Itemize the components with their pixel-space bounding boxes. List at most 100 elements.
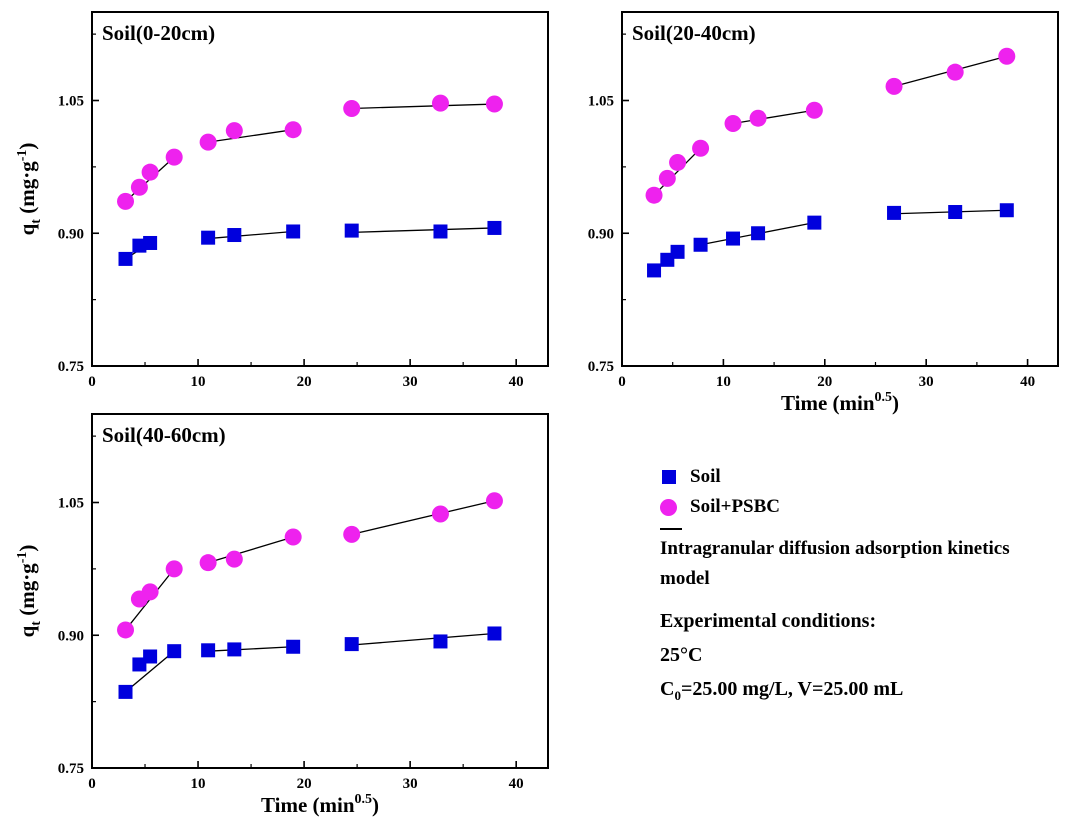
y-tick-label: 0.90 xyxy=(58,226,84,242)
data-point-soil xyxy=(487,220,502,235)
panel-label: Soil(20-40cm) xyxy=(632,21,756,45)
x-tick-label: 0 xyxy=(618,374,626,390)
fit-line xyxy=(732,109,815,125)
data-point-soil-psbc xyxy=(658,169,676,187)
x-tick-label: 30 xyxy=(403,374,418,390)
conditions-temperature: 25°C xyxy=(660,644,703,666)
x-tick-label: 20 xyxy=(297,776,312,792)
x-axis-title: Time (min0.5) xyxy=(781,390,899,415)
data-point-soil-psbc xyxy=(998,47,1016,65)
data-point-soil-psbc xyxy=(692,139,710,157)
fit-line xyxy=(208,129,294,143)
x-tick-label: 40 xyxy=(509,776,524,792)
data-point-soil xyxy=(344,223,359,238)
data-point-soil xyxy=(887,205,902,220)
data-point-soil xyxy=(227,228,242,243)
data-point-soil-psbc xyxy=(165,148,183,166)
legend-psbc-marker xyxy=(660,498,677,516)
y-tick-label: 0.75 xyxy=(58,761,84,777)
data-point-soil-psbc xyxy=(485,492,503,510)
fit-line xyxy=(207,536,294,564)
data-point-soil-psbc xyxy=(805,101,823,119)
x-tick-label: 10 xyxy=(191,776,206,792)
data-point-soil-psbc xyxy=(141,583,159,601)
legend-model-line xyxy=(660,528,682,530)
data-point-soil-psbc xyxy=(669,153,687,171)
data-point-soil xyxy=(118,251,133,266)
legend-psbc-label: Soil+PSBC xyxy=(690,496,781,517)
x-tick-label: 30 xyxy=(919,374,934,390)
data-point-soil xyxy=(948,205,963,220)
data-point-soil-psbc xyxy=(225,550,243,568)
data-point-soil xyxy=(286,639,301,654)
conditions-title: Experimental conditions: xyxy=(660,610,877,632)
data-point-soil-psbc xyxy=(343,525,361,543)
plot-frame xyxy=(621,11,1059,367)
data-point-soil xyxy=(670,244,685,259)
legend-model-line-row xyxy=(660,522,1060,536)
data-point-soil xyxy=(201,230,216,245)
y-tick-label: 0.75 xyxy=(58,359,84,375)
data-point-soil xyxy=(344,637,359,652)
data-point-soil xyxy=(143,649,158,664)
data-point-soil xyxy=(143,235,158,250)
y-tick-label: 0.90 xyxy=(58,628,84,644)
data-point-soil-psbc xyxy=(946,63,964,81)
data-point-soil xyxy=(132,657,147,672)
x-tick-label: 10 xyxy=(716,374,731,390)
x-tick-label: 20 xyxy=(817,374,832,390)
x-tick-label: 30 xyxy=(403,776,418,792)
data-point-soil xyxy=(647,263,662,278)
fit-line xyxy=(351,632,495,646)
data-point-soil-psbc xyxy=(284,528,302,546)
data-point-soil xyxy=(693,237,708,252)
data-point-soil-psbc xyxy=(645,186,663,204)
panel-label: Soil(0-20cm) xyxy=(102,21,215,45)
fit-line xyxy=(351,103,495,110)
data-point-soil xyxy=(167,644,182,659)
y-tick-label: 0.90 xyxy=(588,226,614,242)
legend: Soil Soil+PSBC Intragranular diffusion a… xyxy=(660,462,1060,713)
data-point-soil xyxy=(227,642,242,657)
data-point-soil xyxy=(726,231,741,246)
fit-line xyxy=(653,147,702,196)
data-point-soil-psbc xyxy=(117,192,135,210)
plot-frame xyxy=(91,11,549,367)
x-tick-label: 40 xyxy=(509,374,524,390)
x-tick-label: 0 xyxy=(88,776,96,792)
legend-psbc: Soil+PSBC xyxy=(660,492,1060,522)
legend-soil-marker xyxy=(662,470,676,484)
data-point-soil xyxy=(201,643,216,658)
y-tick-label: 1.05 xyxy=(58,496,84,512)
legend-soil-label: Soil xyxy=(690,466,721,487)
fit-line xyxy=(208,646,294,652)
fit-line xyxy=(351,500,495,535)
data-point-soil-psbc xyxy=(724,115,742,133)
panel-label: Soil(40-60cm) xyxy=(102,423,226,447)
data-point-soil xyxy=(487,626,502,641)
data-point-soil-psbc xyxy=(141,163,159,181)
data-point-soil-psbc xyxy=(431,505,449,523)
fit-line xyxy=(125,650,175,693)
fit-line xyxy=(208,230,294,240)
y-tick-label: 1.05 xyxy=(58,94,84,110)
chart-panel-2: 0 10 20 30 40 0.75 0.90 1.05 Soil(20-40cm) Time (… xyxy=(588,11,1059,415)
y-tick-label: 1.05 xyxy=(588,94,614,110)
data-point-soil-psbc xyxy=(431,94,449,112)
data-point-soil-psbc xyxy=(225,122,243,140)
legend-soil: Soil xyxy=(660,462,1060,492)
data-point-soil xyxy=(751,226,766,241)
data-point-soil-psbc xyxy=(343,99,361,117)
x-tick-label: 40 xyxy=(1020,374,1035,390)
x-tick-label: 0 xyxy=(88,374,96,390)
data-point-soil xyxy=(132,238,147,253)
data-point-soil-psbc xyxy=(199,133,217,151)
data-point-soil-psbc xyxy=(117,621,135,639)
x-tick-label: 10 xyxy=(191,374,206,390)
data-point-soil xyxy=(433,224,448,239)
plot-frame xyxy=(91,413,549,769)
legend-model-label: Intragranular diffusion adsorption kinet… xyxy=(660,538,1010,589)
data-point-soil-psbc xyxy=(749,109,767,127)
chart-panel-1: 0 10 20 30 40 0.75 0.90 1.05 Soil(0-20cm) qt (mg·… xyxy=(15,11,549,390)
